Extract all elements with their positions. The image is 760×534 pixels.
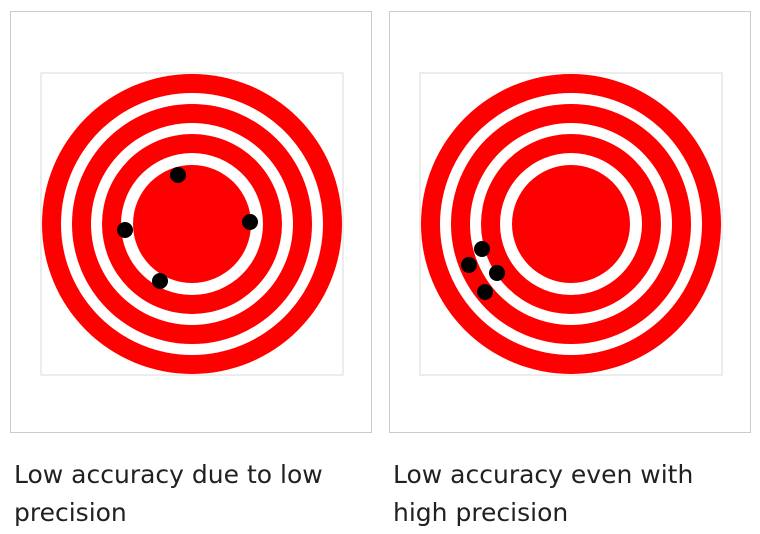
diagram-frame xyxy=(40,72,344,376)
shot-point xyxy=(477,284,493,300)
shot-point xyxy=(117,222,133,238)
shot-point xyxy=(152,273,168,289)
target-bullseye xyxy=(133,165,251,283)
target-bullseye xyxy=(512,165,630,283)
target-diagram-low-precision xyxy=(40,72,344,376)
caption-high-precision: Low accuracy even with high precision xyxy=(393,460,694,527)
target-panel-high-precision xyxy=(389,11,751,433)
shot-point xyxy=(461,257,477,273)
diagram-frame xyxy=(419,72,723,376)
target-diagram-high-precision xyxy=(419,72,723,376)
shot-point xyxy=(170,167,186,183)
caption-low-precision: Low accuracy due to low precision xyxy=(14,460,323,527)
shot-point xyxy=(242,214,258,230)
shot-point xyxy=(474,241,490,257)
shot-point xyxy=(489,265,505,281)
target-panel-low-precision xyxy=(10,11,372,433)
